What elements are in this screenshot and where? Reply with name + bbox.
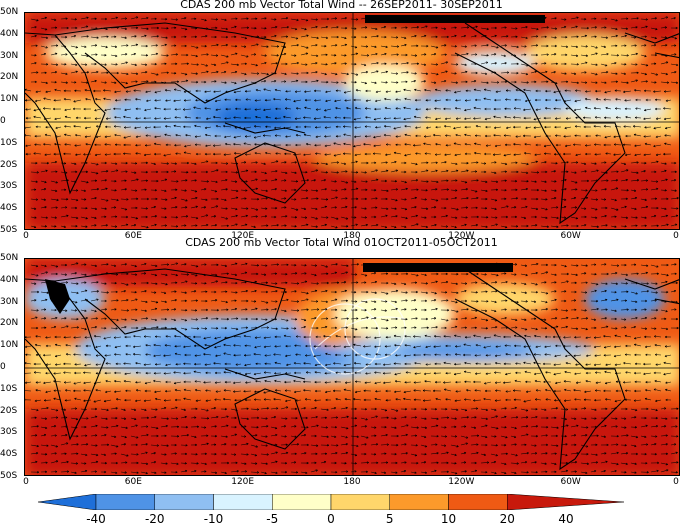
bottom-lon-label: 180: [343, 478, 360, 487]
colorbar-tick-label: 5: [386, 512, 394, 526]
top-lat-label: 30N: [0, 52, 23, 61]
top-lat-label: 50N: [0, 8, 23, 17]
colorbar-tick-label: 0: [327, 512, 335, 526]
bottom-lat-label: 30S: [0, 428, 23, 437]
bottom-lat-label: 40N: [0, 276, 23, 285]
top-lat-label: 50S: [0, 226, 23, 235]
bottom-lat-label: 40S: [0, 450, 23, 459]
colorbar-right-triangle: [507, 494, 624, 510]
bottom-lat-label: 20N: [0, 319, 23, 328]
top-lat-label: 40N: [0, 30, 23, 39]
top-lon-label: 60E: [125, 232, 142, 241]
colorbar-segment: [272, 494, 331, 510]
bottom-lon-label: 120E: [231, 478, 254, 487]
colorbar-left-triangle: [38, 494, 96, 510]
colorbar-segment: [155, 494, 214, 510]
bottom-lat-label: 0: [0, 363, 23, 372]
bottom-lat-label: 30N: [0, 298, 23, 307]
bottom-lat-label: 10N: [0, 341, 23, 350]
top-panel-title: CDAS 200 mb Vector Total Wind -- 26SEP20…: [0, 0, 683, 11]
bottom-lon-label: 60E: [125, 478, 142, 487]
top-lat-label: 20N: [0, 73, 23, 82]
colorbar-segment: [96, 494, 155, 510]
top-lat-label: 30S: [0, 182, 23, 191]
top-lat-label: 20S: [0, 161, 23, 170]
colorbar-tick-label: 10: [441, 512, 456, 526]
top-lat-label: 0: [0, 117, 23, 126]
bottom-lon-label: 120W: [448, 478, 474, 487]
colorbar-tick-label: 20: [500, 512, 515, 526]
colorbar-tick-label: -5: [266, 512, 278, 526]
top-lon-label: 0: [673, 232, 679, 241]
colorbar-segment: [331, 494, 390, 510]
colorbar-segment: [449, 494, 508, 510]
top-lat-label: 40S: [0, 204, 23, 213]
bottom-lon-label: 0: [673, 478, 679, 487]
bottom-lat-label: 10S: [0, 385, 23, 394]
colorbar-segment: [390, 494, 449, 510]
colorbar-tick-label: -20: [145, 512, 165, 526]
top-lat-label: 10S: [0, 139, 23, 148]
colorbar-tick-label: -40: [86, 512, 106, 526]
top-lon-label: 60W: [560, 232, 580, 241]
bottom-map-svg: [25, 259, 680, 476]
top-lon-label: 180: [343, 232, 360, 241]
colorbar-tick-label: 40: [558, 512, 573, 526]
bottom-lat-label: 50N: [0, 254, 23, 263]
colorbar: [38, 494, 624, 510]
bottom-lon-label: 0: [23, 478, 29, 487]
bottom-lat-label: 20S: [0, 407, 23, 416]
top-lon-label: 120E: [231, 232, 254, 241]
top-lon-label: 120W: [448, 232, 474, 241]
top-lat-label: 10N: [0, 95, 23, 104]
colorbar-segment: [214, 494, 273, 510]
colorbar-tick-label: -10: [204, 512, 224, 526]
bottom-lat-label: 50S: [0, 472, 23, 481]
bottom-wind-map: [24, 258, 680, 476]
top-wind-map: [24, 12, 680, 230]
bottom-lon-label: 60W: [560, 478, 580, 487]
top-map-svg: [25, 13, 680, 230]
top-lon-label: 0: [23, 232, 29, 241]
